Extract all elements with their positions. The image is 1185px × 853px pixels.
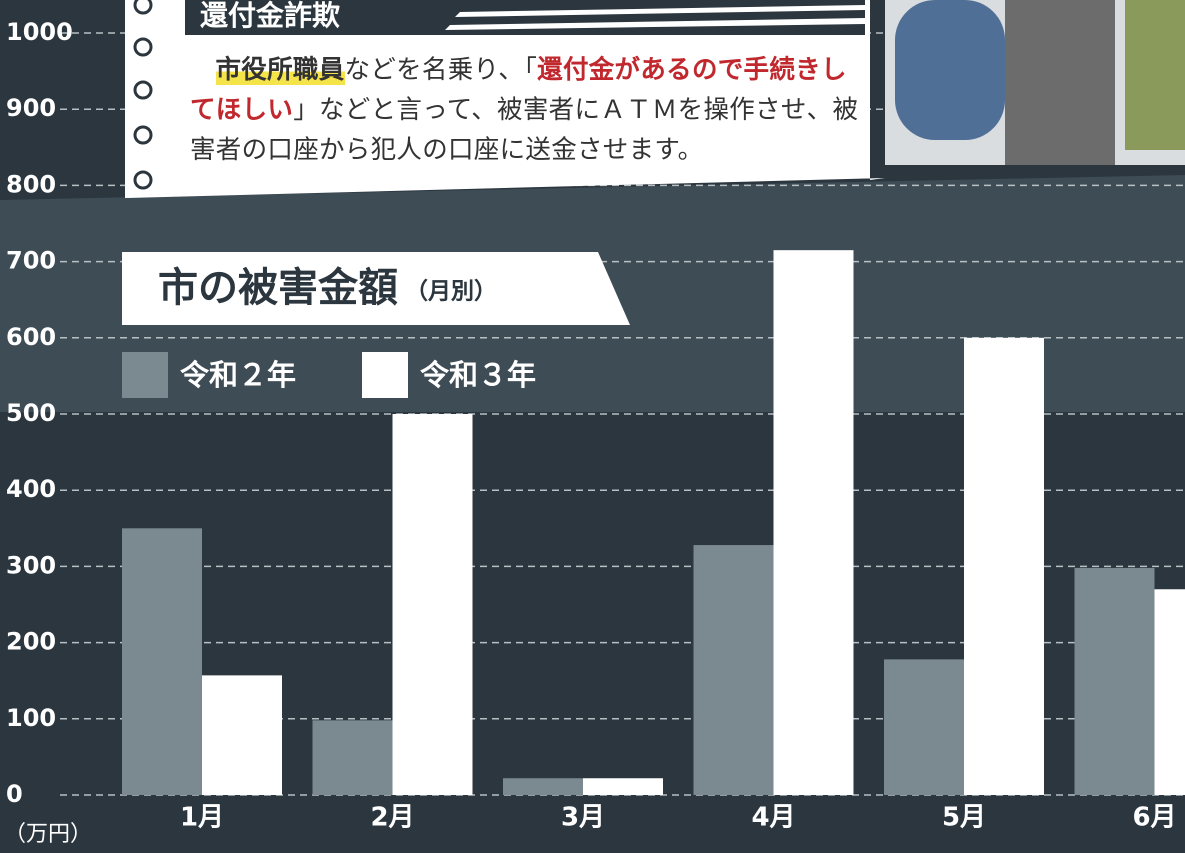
chart-subtitle: （月別） <box>405 278 497 305</box>
note-heading: 還付金詐欺 <box>200 0 340 34</box>
bar <box>1075 568 1155 795</box>
y-tick-label: 400 <box>6 475 56 503</box>
x-tick-label: 5月 <box>942 803 986 833</box>
y-tick-label: 600 <box>6 323 56 351</box>
page: 0 100 200 300 400 500 600 700 800 900 1000 1月 2月 3月 4… <box>0 0 1185 853</box>
bar <box>1155 589 1185 795</box>
y-tick-label: 500 <box>6 399 56 427</box>
legend-swatch <box>362 352 408 398</box>
bar <box>503 778 583 795</box>
bar <box>964 338 1044 795</box>
x-tick-label: 6月 <box>1132 803 1176 833</box>
bar <box>884 659 964 795</box>
bar <box>774 250 854 795</box>
y-tick-label: 300 <box>6 551 56 579</box>
note-text: 市役所職員などを名乗り、「還付金があるので手続きしてほしい」などと言って、被害者… <box>190 50 870 170</box>
illustration-person <box>1125 0 1185 150</box>
y-tick-label: 700 <box>6 247 56 275</box>
bar <box>583 778 663 795</box>
illustration-shirt <box>895 0 1005 140</box>
x-tick-label: 1月 <box>180 803 224 833</box>
bar <box>694 545 774 795</box>
x-tick-label: 2月 <box>370 803 414 833</box>
bar <box>313 720 393 795</box>
illustration-atm <box>1005 0 1115 165</box>
legend-label: 令和３年 <box>420 358 536 392</box>
x-tick-label: 4月 <box>751 803 795 833</box>
y-tick-label: 800 <box>6 170 56 198</box>
legend-label: 令和２年 <box>180 358 296 392</box>
chart-title: 市の被害金額 <box>158 265 398 311</box>
y-unit: （万円） <box>4 822 92 847</box>
x-tick-label: 3月 <box>561 803 605 833</box>
y-tick-label: 0 <box>6 780 23 808</box>
y-tick-label: 100 <box>6 704 56 732</box>
y-tick-label: 200 <box>6 628 56 656</box>
bar <box>202 675 282 795</box>
note-span: などを名乗り、「 <box>345 55 538 85</box>
bar <box>393 414 473 795</box>
note-highlight: 市役所職員 <box>216 55 345 85</box>
y-tick-label: 1000 <box>6 18 73 46</box>
legend-swatch <box>122 352 168 398</box>
bar <box>122 528 202 795</box>
y-tick-label: 900 <box>6 94 56 122</box>
